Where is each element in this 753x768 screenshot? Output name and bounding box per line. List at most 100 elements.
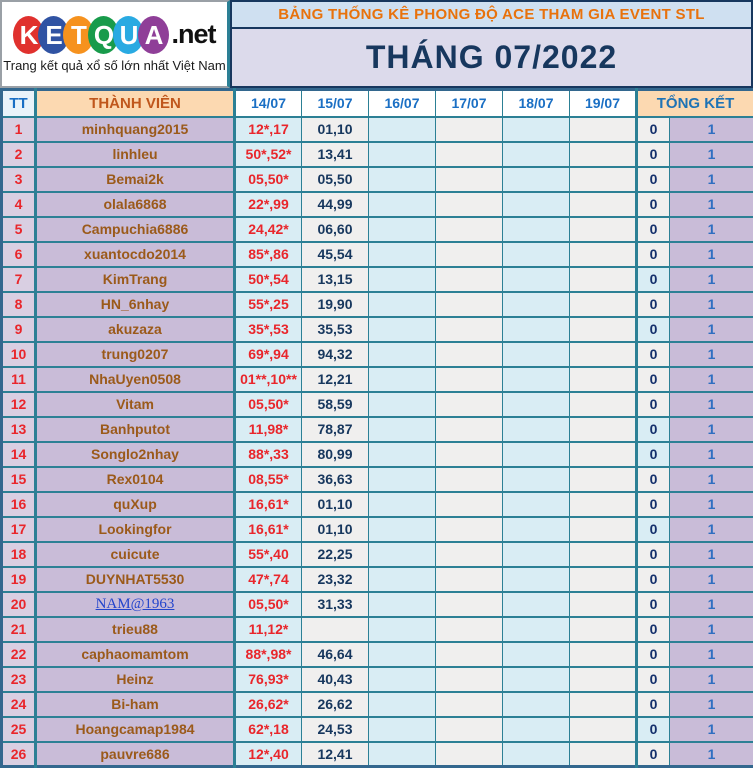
score-17-07-empty	[436, 167, 503, 192]
total-one: 1	[670, 417, 753, 442]
table-row: 7 KimTrang 50*,54 13,15 0 1	[2, 267, 753, 292]
score-14-07: 47*,74	[235, 567, 302, 592]
score-18-07-empty	[503, 592, 570, 617]
score-15-07: 01,10	[302, 117, 369, 142]
rank-number: 10	[2, 342, 36, 367]
total-zero: 0	[637, 367, 670, 392]
score-19-07-empty	[570, 567, 637, 592]
score-15-07: 44,99	[302, 192, 369, 217]
total-zero: 0	[637, 467, 670, 492]
score-14-07: 05,50*	[235, 592, 302, 617]
total-one: 1	[670, 342, 753, 367]
score-18-07-empty	[503, 217, 570, 242]
table-row: 11 NhaUyen0508 01**,10** 12,21 0 1	[2, 367, 753, 392]
score-14-07: 11,98*	[235, 417, 302, 442]
total-zero: 0	[637, 567, 670, 592]
event-banner: BẢNG THỐNG KÊ PHONG ĐỘ ACE THAM GIA EVEN…	[232, 2, 751, 29]
score-17-07-empty	[436, 267, 503, 292]
member-name: NhaUyen0508	[36, 367, 235, 392]
member-name: Bemai2k	[36, 167, 235, 192]
rank-number: 19	[2, 567, 36, 592]
table-row: 25 Hoangcamap1984 62*,18 24,53 0 1	[2, 717, 753, 742]
rank-number: 6	[2, 242, 36, 267]
col-header-tt: TT	[2, 90, 36, 117]
score-19-07-empty	[570, 542, 637, 567]
score-18-07-empty	[503, 667, 570, 692]
total-zero: 0	[637, 417, 670, 442]
member-name: Songlo2nhay	[36, 442, 235, 467]
score-17-07-empty	[436, 317, 503, 342]
score-19-07-empty	[570, 642, 637, 667]
score-18-07-empty	[503, 542, 570, 567]
score-15-07: 46,64	[302, 642, 369, 667]
score-19-07-empty	[570, 492, 637, 517]
total-one: 1	[670, 442, 753, 467]
score-18-07-empty	[503, 267, 570, 292]
score-14-07: 69*,94	[235, 342, 302, 367]
score-16-07-empty	[369, 367, 436, 392]
score-14-07: 76,93*	[235, 667, 302, 692]
member-profile-link[interactable]: NAM@1963	[96, 596, 175, 612]
score-15-07: 19,90	[302, 292, 369, 317]
score-17-07-empty	[436, 192, 503, 217]
score-15-07: 12,21	[302, 367, 369, 392]
score-17-07-empty	[436, 367, 503, 392]
score-18-07-empty	[503, 517, 570, 542]
score-16-07-empty	[369, 167, 436, 192]
table-row: 19 DUYNHAT5530 47*,74 23,32 0 1	[2, 567, 753, 592]
member-name: Banhputot	[36, 417, 235, 442]
member-name: Vitam	[36, 392, 235, 417]
table-row: 2 linhleu 50*,52* 13,41 0 1	[2, 142, 753, 167]
total-zero: 0	[637, 517, 670, 542]
score-14-07: 16,61*	[235, 517, 302, 542]
score-16-07-empty	[369, 567, 436, 592]
score-18-07-empty	[503, 342, 570, 367]
table-row: 15 Rex0104 08,55* 36,63 0 1	[2, 467, 753, 492]
score-14-07: 12*,17	[235, 117, 302, 142]
score-16-07-empty	[369, 467, 436, 492]
score-17-07-empty	[436, 667, 503, 692]
score-19-07-empty	[570, 242, 637, 267]
score-16-07-empty	[369, 117, 436, 142]
score-19-07-empty	[570, 217, 637, 242]
score-18-07-empty	[503, 417, 570, 442]
total-one: 1	[670, 517, 753, 542]
score-16-07-empty	[369, 517, 436, 542]
table-row: 5 Campuchia6886 24,42* 06,60 0 1	[2, 217, 753, 242]
member-name: HN_6nhay	[36, 292, 235, 317]
total-zero: 0	[637, 542, 670, 567]
score-15-07: 01,10	[302, 492, 369, 517]
score-17-07-empty	[436, 517, 503, 542]
total-one: 1	[670, 717, 753, 742]
score-14-07: 24,42*	[235, 217, 302, 242]
total-one: 1	[670, 292, 753, 317]
rank-number: 24	[2, 692, 36, 717]
score-15-07: 58,59	[302, 392, 369, 417]
table-header-row: TT THÀNH VIÊN 14/07 15/07 16/07 17/07 18…	[2, 90, 753, 117]
score-19-07-empty	[570, 742, 637, 767]
table-row: 17 Lookingfor 16,61* 01,10 0 1	[2, 517, 753, 542]
table-row: 3 Bemai2k 05,50* 05,50 0 1	[2, 167, 753, 192]
score-16-07-empty	[369, 692, 436, 717]
total-one: 1	[670, 392, 753, 417]
score-14-07: 05,50*	[235, 392, 302, 417]
total-one: 1	[670, 617, 753, 642]
rank-number: 17	[2, 517, 36, 542]
score-17-07-empty	[436, 692, 503, 717]
score-19-07-empty	[570, 367, 637, 392]
score-19-07-empty	[570, 467, 637, 492]
score-16-07-empty	[369, 242, 436, 267]
score-17-07-empty	[436, 117, 503, 142]
score-14-07: 05,50*	[235, 167, 302, 192]
score-15-07: 35,53	[302, 317, 369, 342]
member-name: xuantocdo2014	[36, 242, 235, 267]
score-16-07-empty	[369, 617, 436, 642]
score-15-07: 94,32	[302, 342, 369, 367]
member-name: linhleu	[36, 142, 235, 167]
table-row: 18 cuicute 55*,40 22,25 0 1	[2, 542, 753, 567]
rank-number: 9	[2, 317, 36, 342]
score-14-07: 55*,40	[235, 542, 302, 567]
total-one: 1	[670, 367, 753, 392]
